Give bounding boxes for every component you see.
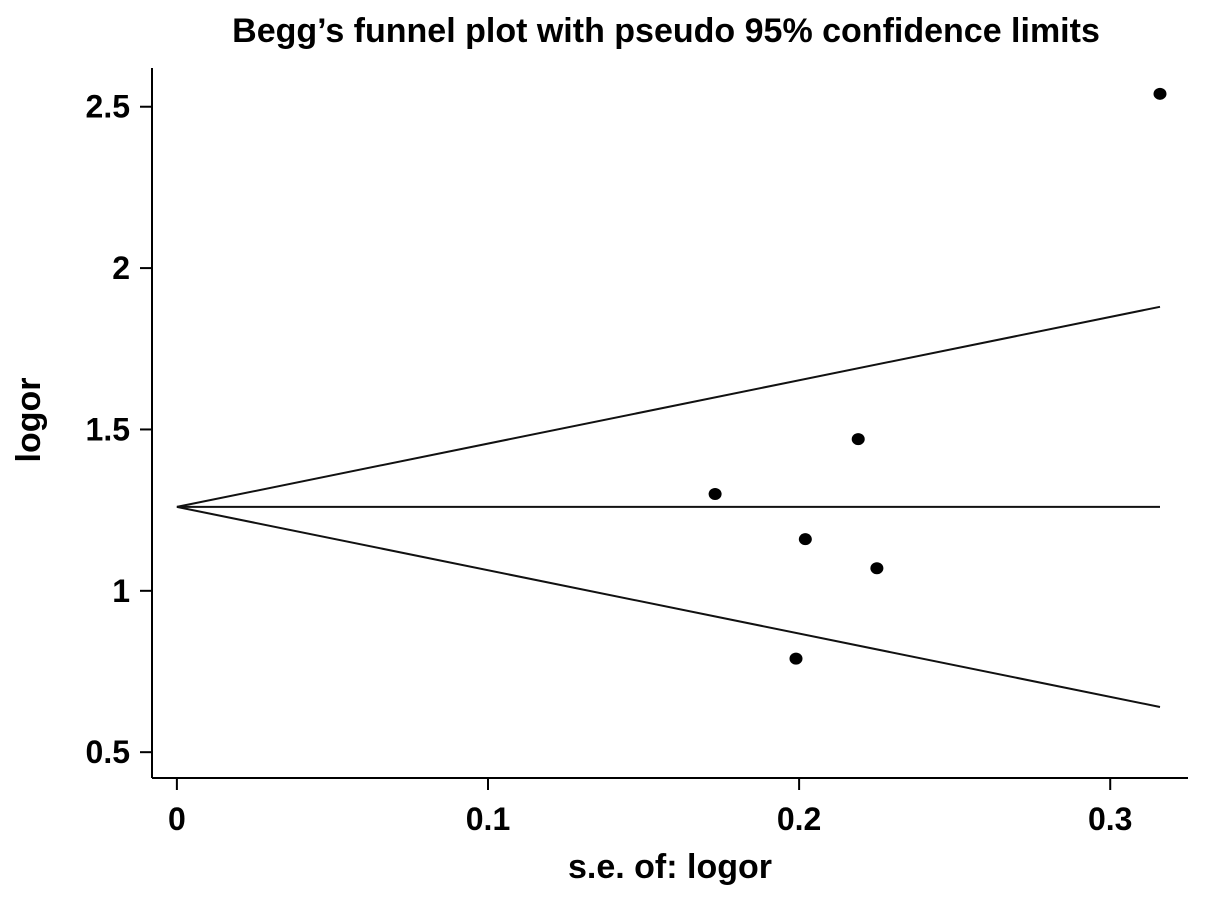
- data-point: [789, 652, 803, 665]
- x-tick-label: 0: [168, 801, 186, 837]
- x-axis-label: s.e. of: logor: [568, 848, 772, 886]
- data-point: [798, 533, 812, 546]
- lower-confidence-limit-line: [176, 505, 1161, 708]
- data-points: [708, 87, 1167, 665]
- data-point: [851, 433, 865, 446]
- y-tick-label: 2: [112, 250, 130, 286]
- y-axis-label: logor: [10, 378, 48, 463]
- y-tick-label: 2.5: [86, 89, 130, 125]
- plot-area: 0.5 1 1.5 2 2.5 0 0.1 0.2 0.3: [86, 68, 1188, 837]
- y-axis-ticks: 0.5 1 1.5 2 2.5: [86, 89, 152, 770]
- data-point: [1153, 87, 1167, 100]
- upper-confidence-limit-line: [176, 305, 1161, 508]
- data-point: [870, 562, 884, 575]
- y-tick-label: 0.5: [86, 734, 130, 770]
- x-axis-ticks: 0 0.1 0.2 0.3: [168, 778, 1132, 837]
- chart-title: Begg’s funnel plot with pseudo 95% confi…: [232, 12, 1100, 50]
- funnel-lines: [176, 305, 1161, 708]
- y-tick-label: 1.5: [86, 411, 130, 447]
- data-point: [708, 488, 722, 500]
- x-tick-label: 0.2: [777, 801, 821, 837]
- x-tick-label: 0.1: [466, 801, 510, 837]
- x-tick-label: 0.3: [1088, 801, 1132, 837]
- y-tick-label: 1: [112, 573, 130, 609]
